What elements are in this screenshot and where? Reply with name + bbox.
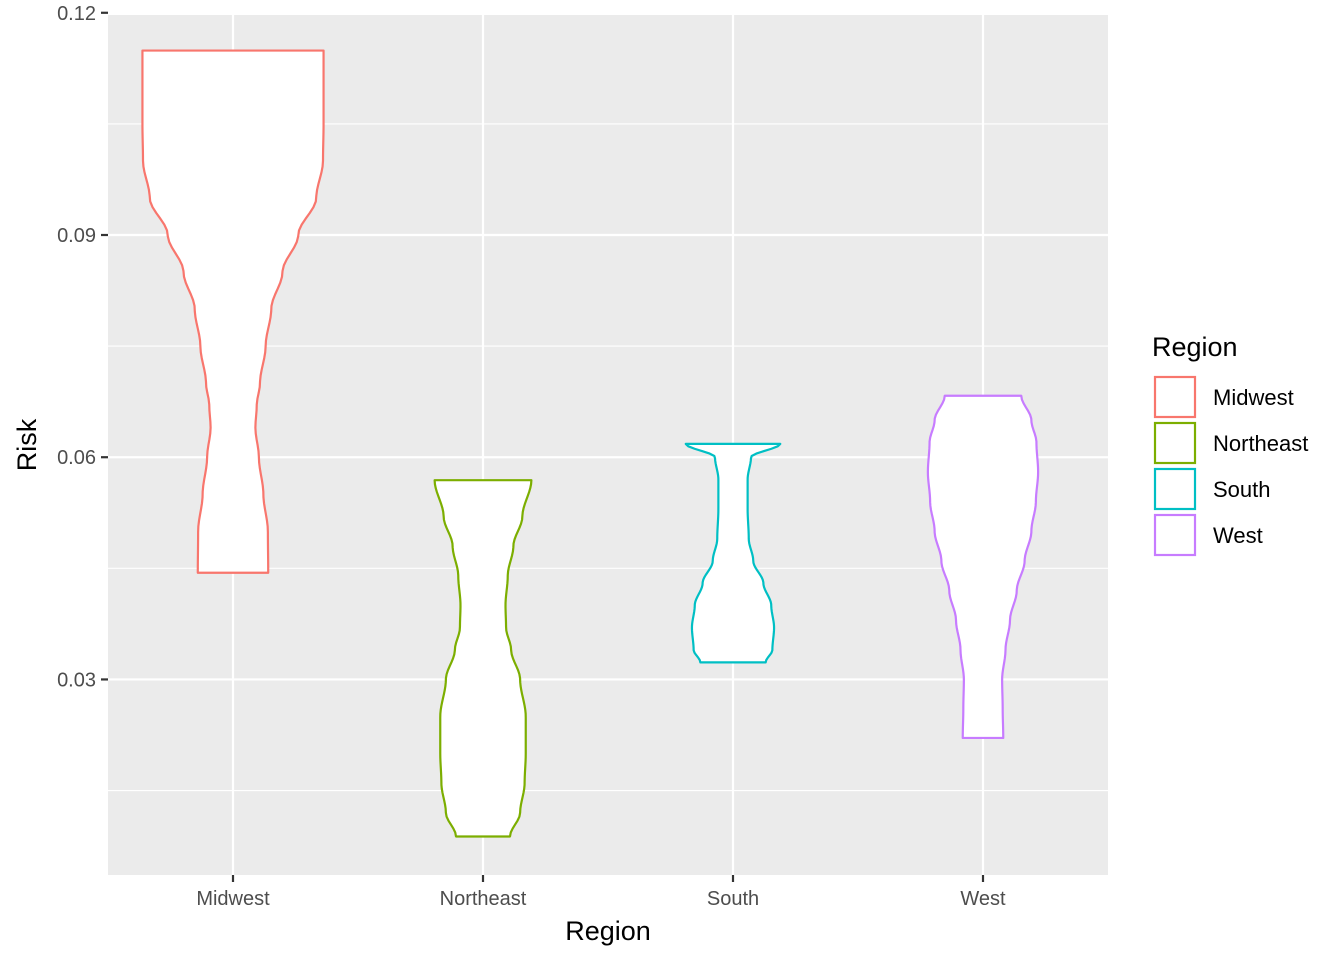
violin-midwest (141, 49, 325, 574)
y-axis-title: Risk (12, 418, 42, 471)
legend-key-midwest (1153, 375, 1197, 419)
x-tick-label: South (707, 888, 759, 910)
x-axis-title: Region (565, 916, 651, 946)
x-tick-label: West (960, 888, 1006, 910)
x-tick-label: Midwest (196, 888, 270, 910)
y-tick-label: 0.03 (57, 669, 96, 691)
legend-label-west: West (1213, 523, 1263, 548)
violin-south (684, 442, 782, 664)
legend-key-south (1153, 467, 1197, 511)
legend: Region Midwest Northeast South West (1152, 332, 1308, 557)
legend-label-south: South (1213, 477, 1271, 502)
legend-title: Region (1152, 332, 1238, 362)
y-tick-label: 0.12 (57, 3, 96, 25)
legend-key-west (1153, 513, 1197, 557)
violin-west (926, 394, 1040, 740)
violin-northeast (433, 479, 533, 838)
legend-label-midwest: Midwest (1213, 385, 1294, 410)
y-axis: 0.03 0.06 0.09 0.12 (57, 3, 108, 691)
legend-key-northeast (1153, 421, 1197, 465)
x-axis: Midwest Northeast South West (196, 875, 1006, 910)
legend-label-northeast: Northeast (1213, 431, 1308, 456)
y-tick-label: 0.06 (57, 447, 96, 469)
y-tick-label: 0.09 (57, 225, 96, 247)
violins (141, 49, 1040, 838)
x-tick-label: Northeast (440, 888, 527, 910)
